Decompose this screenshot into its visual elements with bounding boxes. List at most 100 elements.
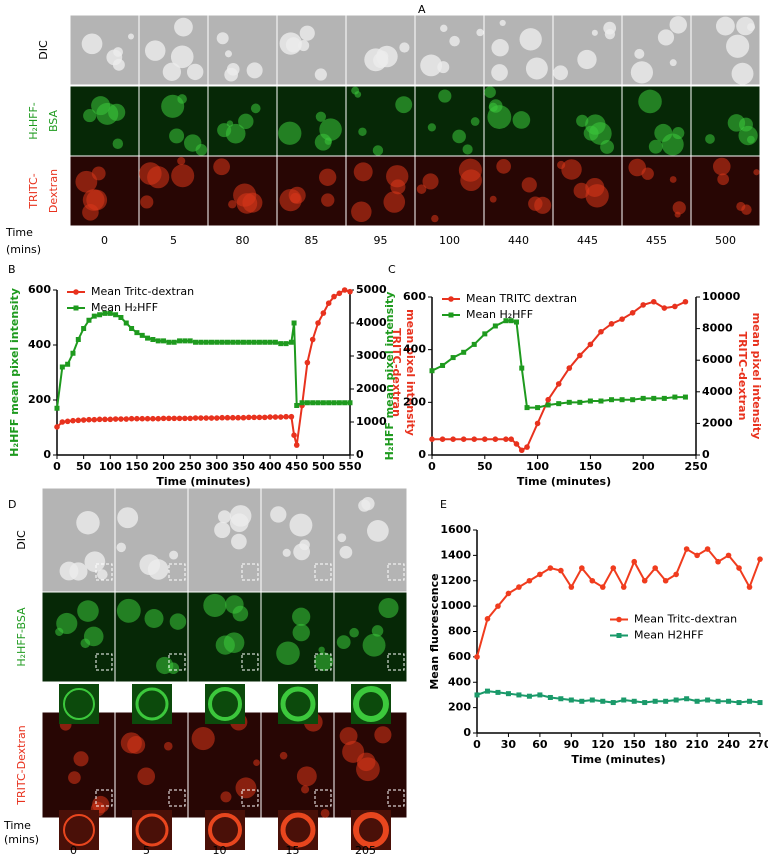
micrograph-blob (162, 62, 182, 81)
micrograph-blob (422, 173, 439, 190)
micrograph-blob (731, 62, 754, 85)
data-point (715, 698, 721, 704)
data-point (171, 339, 177, 345)
micrograph-blob (561, 159, 582, 180)
data-point (336, 400, 342, 406)
micrograph-blob (648, 139, 663, 154)
legend-label: Mean Tritc-dextran (634, 613, 737, 626)
micrograph-blob (238, 113, 254, 130)
time-label: Time (3, 819, 31, 832)
data-point (107, 416, 114, 423)
micrograph-blob (628, 158, 646, 177)
data-point (144, 415, 151, 422)
time-value: 455 (646, 234, 667, 247)
micrograph-blob (250, 103, 261, 114)
data-point (589, 697, 595, 703)
data-point (598, 328, 604, 335)
data-point (230, 339, 236, 345)
y-tick-label: 1000 (440, 599, 471, 612)
micrograph-blob (496, 159, 511, 174)
data-point (91, 313, 97, 319)
data-point (325, 300, 332, 307)
x-tick-label: 550 (339, 460, 362, 473)
data-point (288, 413, 295, 420)
data-point (245, 414, 252, 421)
y-tick-label: 1600 (440, 523, 471, 536)
legend-marker (616, 616, 622, 623)
micrograph-blob (519, 28, 542, 51)
data-point (694, 552, 700, 559)
data-point (139, 332, 145, 338)
micrograph-blob (386, 165, 409, 188)
data-point (75, 337, 81, 342)
micrograph-blob (147, 559, 169, 580)
micrograph-blob (314, 133, 332, 151)
data-point (336, 290, 343, 297)
data-point (579, 698, 585, 704)
data-point (620, 584, 627, 590)
data-point (272, 339, 278, 345)
data-point (272, 414, 279, 420)
data-point (150, 415, 156, 422)
micrograph-blob (367, 520, 389, 542)
micrograph-blob (55, 627, 64, 636)
legend-marker (448, 312, 454, 318)
zoom-inset (132, 810, 172, 850)
micrograph-blob (339, 545, 353, 559)
time-value: 440 (508, 234, 529, 247)
micrograph-blob (229, 513, 249, 533)
micrograph-blob (68, 771, 81, 784)
x-tick-label: 90 (564, 738, 580, 751)
zoom-inset (59, 684, 99, 724)
time-value: 0 (101, 234, 108, 247)
data-point (516, 584, 522, 590)
data-point (619, 316, 625, 322)
time-value: 10 (213, 844, 227, 857)
micrograph-blob (171, 164, 195, 188)
micrograph-blob (86, 189, 108, 211)
y2-tick-label: 3000 (356, 349, 387, 362)
data-point (672, 394, 678, 400)
micrograph-blob (231, 533, 247, 550)
y2-axis-label: TRITC-dextran (390, 328, 403, 417)
y-tick-label: 600 (403, 290, 426, 303)
data-point (503, 436, 509, 443)
data-point (267, 414, 273, 420)
y2-tick-label: 0 (356, 448, 364, 461)
data-point (757, 700, 763, 706)
data-point (54, 424, 60, 430)
micrograph-blob (591, 29, 598, 36)
micrograph-blob (736, 16, 755, 36)
x-axis-label: Time (minutes) (156, 475, 250, 488)
micrograph-blob (351, 86, 360, 95)
data-point (513, 319, 519, 325)
y-axis-label: H₂HFF mean pixel intensity (383, 292, 396, 461)
micrograph-blob (144, 40, 166, 61)
data-point (566, 365, 573, 371)
micrograph-blob (164, 741, 173, 751)
micrograph-blob (534, 196, 552, 214)
micrograph-blob (337, 533, 347, 543)
data-point (251, 339, 257, 345)
data-point (80, 417, 87, 423)
data-point (508, 436, 514, 443)
micrograph-blob (717, 173, 730, 186)
micrograph-blob (301, 785, 310, 794)
x-tick-label: 50 (477, 460, 493, 473)
micrograph-blob (169, 128, 185, 144)
micrograph-blob (147, 166, 170, 189)
data-point (460, 436, 467, 443)
micrograph-blob (746, 135, 755, 144)
data-point (631, 698, 637, 704)
data-point (203, 415, 209, 421)
panel-label: B (8, 263, 16, 276)
micrograph-blob (296, 766, 317, 787)
micrograph-blob (246, 62, 263, 79)
data-point (672, 303, 678, 310)
data-point (283, 413, 289, 420)
time-value: 95 (374, 234, 388, 247)
data-point (214, 415, 220, 421)
micrograph-blob (657, 29, 675, 46)
y-tick-label: 1200 (440, 574, 471, 587)
data-point (524, 444, 530, 450)
